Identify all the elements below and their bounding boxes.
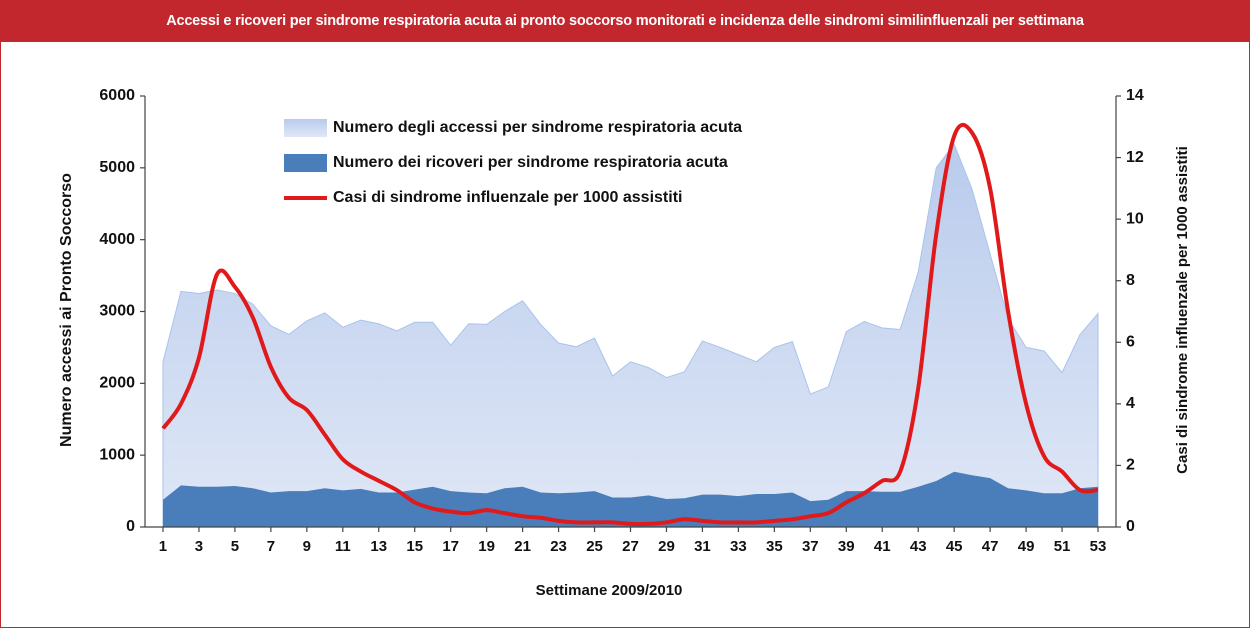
- x-tick-label: 15: [406, 538, 423, 555]
- y2-tick-label: 4: [1126, 395, 1135, 412]
- legend-swatch: [284, 119, 327, 137]
- y-tick-label: 5000: [99, 159, 135, 176]
- y-tick-label: 2000: [99, 375, 135, 392]
- x-tick-label: 33: [730, 538, 747, 555]
- line: [161, 122, 1099, 527]
- x-tick-label: 31: [694, 538, 711, 555]
- x-tick-label: 25: [586, 538, 603, 555]
- area: [162, 471, 1099, 527]
- x-tick-label: 5: [231, 538, 239, 555]
- y-tick-label: 6000: [99, 87, 135, 104]
- x-tick-label: 9: [303, 538, 311, 555]
- x-tick-label: 45: [946, 538, 963, 555]
- y2-tick-label: 10: [1126, 210, 1144, 227]
- y2-tick-label: 14: [1126, 87, 1144, 104]
- x-tick-label: 7: [267, 538, 275, 555]
- legend-label: Numero degli accessi per sindrome respir…: [333, 119, 742, 136]
- x-tick-label: 35: [766, 538, 783, 555]
- x-tick-label: 1: [159, 538, 167, 555]
- y2-tick-label: 6: [1126, 334, 1135, 351]
- x-tick-label: 51: [1054, 538, 1071, 555]
- y-tick-label: 4000: [99, 231, 135, 248]
- x-tick-label: 19: [478, 538, 495, 555]
- y-tick-label: 0: [126, 518, 135, 535]
- x-tick-label: 37: [802, 538, 819, 555]
- x-tick-label: 27: [622, 538, 639, 555]
- legend-label: Casi di sindrome influenzale per 1000 as…: [333, 189, 682, 206]
- x-tick-label: 29: [658, 538, 675, 555]
- x-tick-label: 21: [514, 538, 531, 555]
- y2-tick-label: 8: [1126, 272, 1135, 289]
- y-axis-title: Numero accessi ai Pronto Soccorso: [58, 173, 75, 447]
- x-tick-label: 47: [982, 538, 999, 555]
- x-tick-label: 17: [442, 538, 459, 555]
- area: [162, 143, 1099, 528]
- x-tick-label: 3: [195, 538, 203, 555]
- chart: Settimane 2009/2010 Numero accessi ai Pr…: [58, 87, 1191, 599]
- legend-label: Numero dei ricoveri per sindrome respira…: [333, 154, 728, 171]
- y2-tick-label: 2: [1126, 457, 1135, 474]
- y-tick-label: 1000: [99, 446, 135, 463]
- chart-title: Accessi e ricoveri per sindrome respirat…: [1, 0, 1249, 42]
- x-tick-label: 23: [550, 538, 567, 555]
- legend-swatch: [284, 154, 327, 172]
- x-tick-label: 11: [335, 538, 351, 555]
- y2-tick-label: 12: [1126, 149, 1144, 166]
- y-tick-label: 3000: [99, 303, 135, 320]
- x-tick-label: 53: [1090, 538, 1107, 555]
- x-tick-label: 13: [370, 538, 387, 555]
- x-tick-label: 41: [874, 538, 891, 555]
- y2-tick-label: 0: [1126, 518, 1135, 535]
- x-tick-label: 49: [1018, 538, 1035, 555]
- x-tick-label: 43: [910, 538, 927, 555]
- y2-axis-title: Casi di sindrome influenzale per 1000 as…: [1174, 146, 1191, 474]
- x-axis-title: Settimane 2009/2010: [536, 582, 683, 599]
- x-tick-label: 39: [838, 538, 855, 555]
